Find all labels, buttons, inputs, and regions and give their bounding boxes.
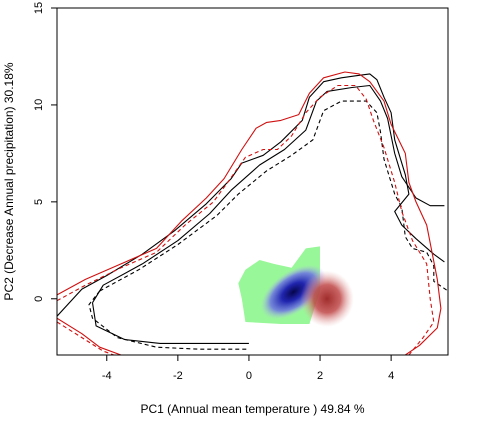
y-axis: 0 5 10 15 xyxy=(33,2,57,302)
x-tick-label: 0 xyxy=(246,370,252,382)
black-dashed-contour-4 xyxy=(99,100,448,292)
density-layer xyxy=(260,264,354,327)
plot-frame xyxy=(56,7,449,356)
x-axis-title: PC1 (Annual mean temperature ) 49.84 % xyxy=(140,402,364,416)
x-tick-label: 4 xyxy=(388,370,394,382)
red-density-blob xyxy=(300,270,354,327)
black-solid-contour-1 xyxy=(57,73,445,317)
y-axis-title: PC2 (Decrease Annual precipitation) 30.1… xyxy=(2,62,16,300)
x-axis: -4 -2 0 2 4 xyxy=(102,355,394,382)
y-tick-label: 5 xyxy=(33,199,45,205)
red-solid-contour-7 xyxy=(57,317,122,355)
black-dashed-contour-5 xyxy=(88,290,249,350)
x-tick-label: -4 xyxy=(102,370,112,382)
contour-layer xyxy=(57,71,448,355)
y-tick-label: 10 xyxy=(33,99,45,111)
red-dashed-contour-9 xyxy=(57,321,115,355)
x-tick-label: -2 xyxy=(173,370,183,382)
y-tick-label: 15 xyxy=(33,2,45,14)
red-solid-contour-6 xyxy=(57,71,442,355)
x-tick-label: 2 xyxy=(317,370,323,382)
y-tick-label: 0 xyxy=(33,296,45,302)
plot-area xyxy=(57,71,448,355)
black-solid-contour-3 xyxy=(91,302,249,344)
red-dashed-contour-8 xyxy=(57,84,435,355)
